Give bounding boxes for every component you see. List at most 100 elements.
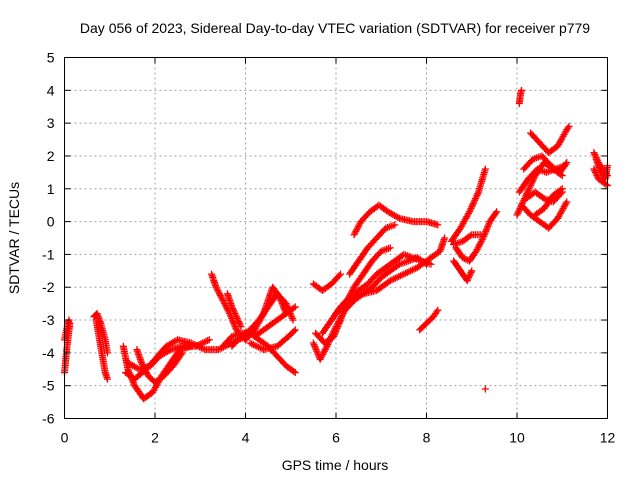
data-point	[331, 324, 339, 332]
axis-ticks	[64, 57, 608, 419]
data-point	[515, 208, 523, 216]
data-point	[478, 236, 486, 244]
data-point	[591, 150, 599, 158]
data-point	[327, 332, 335, 340]
data-point	[470, 198, 478, 206]
data-point	[330, 328, 338, 336]
data-point	[324, 341, 332, 349]
y-tick-label: -3	[42, 312, 55, 328]
data-point	[492, 209, 500, 217]
data-point	[484, 221, 492, 229]
data-point	[309, 339, 317, 347]
data-point	[441, 234, 449, 242]
data-point	[328, 331, 336, 339]
data-point	[526, 183, 534, 191]
data-point	[325, 337, 333, 345]
y-tick-label: 2	[47, 148, 55, 164]
data-point	[178, 349, 186, 357]
data-point	[288, 314, 296, 322]
y-tick-label: -5	[42, 378, 55, 394]
data-point	[235, 318, 243, 326]
data-point	[236, 321, 244, 329]
data-point	[313, 349, 321, 357]
data-point	[280, 305, 288, 313]
x-tick-label: 8	[423, 430, 431, 446]
data-point	[557, 186, 565, 194]
y-tick-label: 1	[47, 181, 55, 197]
data-point	[473, 191, 481, 199]
data-point	[259, 311, 267, 319]
y-axis-label: SDTVAR / TECUs	[6, 182, 22, 294]
data-point	[177, 350, 185, 358]
data-point	[165, 347, 173, 355]
data-point	[277, 296, 285, 304]
data-point	[591, 152, 599, 160]
data-point	[593, 172, 601, 180]
data-point	[326, 336, 334, 344]
data-point	[513, 211, 521, 219]
data-point	[562, 200, 570, 208]
data-point	[563, 159, 571, 167]
x-tick-label: 2	[151, 430, 159, 446]
data-point	[291, 303, 299, 311]
data-point	[229, 305, 237, 313]
y-tick-label: 0	[47, 214, 55, 230]
data-point	[527, 180, 535, 188]
data-point	[290, 327, 298, 335]
data-point	[233, 314, 241, 322]
data-point	[469, 201, 477, 209]
data-point	[433, 308, 441, 316]
data-point	[277, 298, 285, 306]
data-point	[518, 86, 526, 94]
data-point	[232, 313, 240, 321]
data-point	[466, 206, 474, 214]
data-point	[558, 185, 566, 193]
data-point	[527, 181, 535, 189]
data-point	[311, 344, 319, 352]
y-tick-label: -1	[42, 246, 55, 262]
x-tick-label: 4	[242, 430, 250, 446]
y-tick-label: 4	[47, 82, 55, 98]
data-point	[468, 203, 476, 211]
data-point	[229, 306, 237, 314]
data-point	[205, 336, 213, 344]
x-tick-labels: 0 2 4 6 8 10 12	[61, 430, 616, 446]
data-point	[481, 165, 489, 173]
data-point	[234, 316, 242, 324]
data-point	[514, 209, 522, 217]
data-point	[465, 273, 473, 281]
data-point	[231, 309, 239, 317]
data-point	[231, 323, 239, 331]
data-point	[590, 149, 598, 157]
data-point	[434, 221, 442, 229]
data-point	[524, 186, 532, 194]
data-point	[465, 272, 473, 280]
data-point	[290, 304, 298, 312]
data-point	[394, 213, 402, 221]
data-point	[232, 311, 240, 319]
data-point	[468, 267, 476, 275]
data-point	[482, 226, 490, 234]
data-point	[481, 385, 489, 393]
chart-title: Day 056 of 2023, Sidereal Day-to-day VTE…	[80, 20, 590, 36]
data-point	[290, 367, 298, 375]
y-tick-label: 3	[47, 115, 55, 131]
data-point	[386, 244, 394, 252]
data-point	[465, 208, 473, 216]
data-point	[469, 200, 477, 208]
data-point	[323, 342, 331, 350]
data-point	[275, 293, 283, 301]
data-points	[61, 86, 611, 403]
data-point	[235, 319, 243, 327]
data-point	[493, 208, 501, 216]
data-point	[310, 341, 318, 349]
data-point	[322, 344, 330, 352]
data-point	[324, 339, 332, 347]
data-point	[564, 124, 572, 132]
data-point	[482, 227, 490, 235]
data-point	[481, 229, 489, 237]
data-point	[228, 303, 236, 311]
data-point	[485, 219, 493, 227]
data-point	[471, 196, 479, 204]
